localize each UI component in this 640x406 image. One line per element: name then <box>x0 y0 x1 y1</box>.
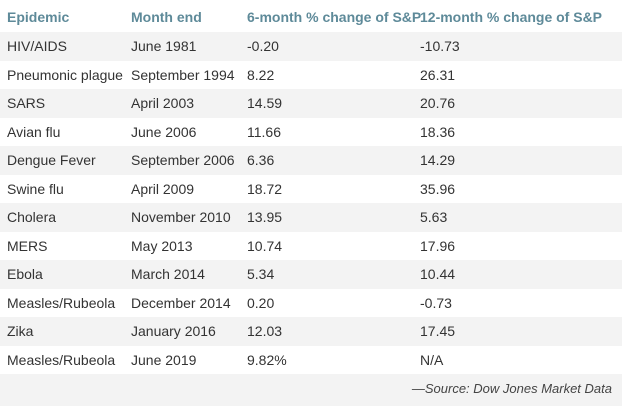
table-cell: 17.45 <box>420 323 456 339</box>
table-cell: N/A <box>420 351 444 368</box>
table-cell: November 2010 <box>131 209 231 225</box>
table-cell: 10.74 <box>247 237 283 254</box>
table-row: Ebola March 2014 5.34 10.44 <box>0 260 622 289</box>
table-cell: 17.96 <box>420 237 456 254</box>
table-cell: 6.36 <box>247 152 275 168</box>
table-row: Measles/Rubeola December 2014 0.20 -0.73 <box>0 289 622 318</box>
table-cell: March 2014 <box>131 266 205 282</box>
table-cell: SARS <box>7 95 46 111</box>
table-cell: 26.31 <box>420 66 456 83</box>
table: Epidemic Month end 6-month % change of S&P… <box>0 0 622 406</box>
table-cell: April 2003 <box>131 95 195 111</box>
table-cell: Swine flu <box>7 180 64 197</box>
table-row: Avian flu June 2006 11.66 18.36 <box>0 118 622 147</box>
table-cell: 5.34 <box>247 266 275 282</box>
table-cell: Cholera <box>7 209 57 225</box>
table-cell: MERS <box>7 237 48 254</box>
table-row: Pneumonic plague September 1994 8.22 26.31 <box>0 61 622 90</box>
table-cell: -0.73 <box>420 294 452 311</box>
table-cell: September 2006 <box>131 152 235 168</box>
table-row: HIV/AIDS June 1981 -0.20 -10.73 <box>0 32 622 61</box>
header-row: Epidemic Month end 6-month % change of S&P… <box>0 0 622 32</box>
table-cell: 8.22 <box>247 66 275 83</box>
header-cell: Epidemic <box>7 9 70 25</box>
table-cell: -0.20 <box>247 38 279 54</box>
table-row: SARS April 2003 14.59 20.76 <box>0 89 622 118</box>
table-cell: 9.82% <box>247 351 287 368</box>
table-cell: 14.59 <box>247 95 283 111</box>
header-cell: Month end <box>131 9 202 25</box>
table-cell: April 2009 <box>131 180 195 197</box>
table-cell: June 2006 <box>131 123 197 140</box>
header-cell: 6-month % change of S&P <box>247 9 422 25</box>
table-cell: 11.66 <box>247 123 281 140</box>
source-note: —Source: Dow Jones Market Data <box>411 381 612 396</box>
source-row: —Source: Dow Jones Market Data <box>0 374 622 406</box>
table-cell: 12.03 <box>247 323 283 339</box>
table-cell: -10.73 <box>420 38 460 54</box>
table-cell: 14.29 <box>420 152 456 168</box>
header-cell: 12-month % change of S&P <box>420 9 603 25</box>
table-cell: June 1981 <box>131 38 197 54</box>
table-row: Cholera November 2010 13.95 5.63 <box>0 203 622 232</box>
table-cell: Measles/Rubeola <box>7 294 116 311</box>
table-cell: Zika <box>7 323 34 339</box>
table-cell: Measles/Rubeola <box>7 351 116 368</box>
table-row: MERS May 2013 10.74 17.96 <box>0 232 622 261</box>
table-cell: Avian flu <box>7 123 61 140</box>
table-cell: 10.44 <box>420 266 456 282</box>
table-cell: 13.95 <box>247 209 283 225</box>
table-row: Swine flu April 2009 18.72 35.96 <box>0 175 622 204</box>
table-cell: 0.20 <box>247 294 275 311</box>
table-row: Measles/Rubeola June 2019 9.82% N/A <box>0 346 622 375</box>
table-cell: December 2014 <box>131 294 231 311</box>
table-row: Zika January 2016 12.03 17.45 <box>0 317 622 346</box>
table-row: Dengue Fever September 2006 6.36 14.29 <box>0 146 622 175</box>
table-cell: May 2013 <box>131 237 193 254</box>
table-cell: HIV/AIDS <box>7 38 67 54</box>
table-cell: Pneumonic plague <box>7 66 123 83</box>
table-cell: 18.72 <box>247 180 283 197</box>
table-cell: Dengue Fever <box>7 152 96 168</box>
table-cell: 20.76 <box>420 95 456 111</box>
table-cell: 35.96 <box>420 180 456 197</box>
table-cell: Ebola <box>7 266 43 282</box>
table-cell: 18.36 <box>420 123 456 140</box>
table-cell: January 2016 <box>131 323 216 339</box>
table-cell: September 1994 <box>131 66 235 83</box>
table-cell: June 2019 <box>131 351 197 368</box>
table-cell: 5.63 <box>420 209 448 225</box>
